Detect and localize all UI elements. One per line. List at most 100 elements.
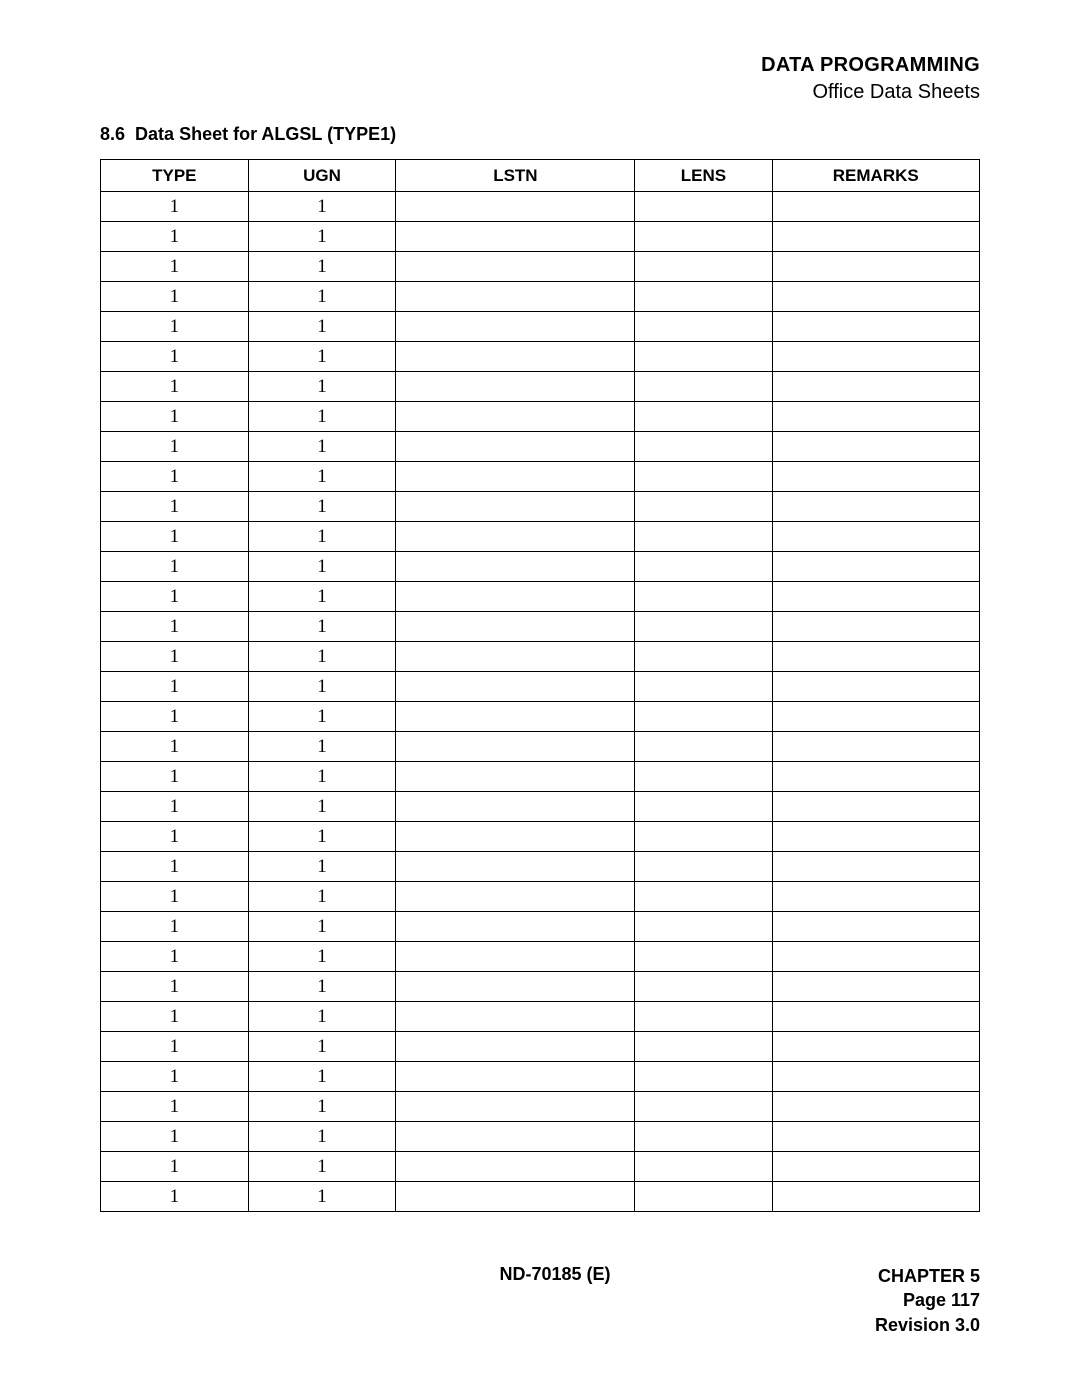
table-cell <box>772 972 979 1002</box>
table-cell <box>635 252 772 282</box>
table-cell: 1 <box>248 312 396 342</box>
table-cell <box>396 1122 635 1152</box>
table-cell <box>635 882 772 912</box>
table-cell <box>396 702 635 732</box>
table-cell: 1 <box>101 1032 249 1062</box>
table-cell <box>396 192 635 222</box>
table-cell <box>396 1002 635 1032</box>
table-cell: 1 <box>101 912 249 942</box>
table-cell <box>635 342 772 372</box>
table-body: 1111111111111111111111111111111111111111… <box>101 192 980 1212</box>
table-cell: 1 <box>248 1032 396 1062</box>
table-cell <box>772 852 979 882</box>
table-cell: 1 <box>101 372 249 402</box>
table-row: 11 <box>101 852 980 882</box>
table-cell: 1 <box>248 1182 396 1212</box>
table-cell: 1 <box>248 672 396 702</box>
table-row: 11 <box>101 762 980 792</box>
table-cell: 1 <box>101 312 249 342</box>
table-cell: 1 <box>248 732 396 762</box>
table-cell <box>772 552 979 582</box>
table-cell <box>772 1152 979 1182</box>
table-row: 11 <box>101 942 980 972</box>
table-cell <box>772 702 979 732</box>
table-cell <box>635 222 772 252</box>
table-cell <box>635 702 772 732</box>
table-row: 11 <box>101 972 980 1002</box>
table-cell <box>635 612 772 642</box>
table-cell <box>772 732 979 762</box>
table-cell <box>396 1182 635 1212</box>
table-cell: 1 <box>101 492 249 522</box>
table-cell: 1 <box>101 522 249 552</box>
section-heading: 8.6 Data Sheet for ALGSL (TYPE1) <box>100 124 980 145</box>
table-cell <box>396 372 635 402</box>
table-cell: 1 <box>248 492 396 522</box>
table-cell <box>635 852 772 882</box>
table-row: 11 <box>101 1182 980 1212</box>
table-cell <box>635 732 772 762</box>
table-cell: 1 <box>248 462 396 492</box>
col-type: TYPE <box>101 160 249 192</box>
table-cell <box>635 372 772 402</box>
table-cell <box>772 222 979 252</box>
table-cell: 1 <box>101 882 249 912</box>
table-cell <box>396 342 635 372</box>
table-cell: 1 <box>248 282 396 312</box>
table-cell <box>772 282 979 312</box>
page-footer: ND-70185 (E) CHAPTER 5 Page 117 Revision… <box>100 1264 980 1337</box>
table-cell: 1 <box>248 912 396 942</box>
table-cell <box>772 1122 979 1152</box>
table-cell <box>772 312 979 342</box>
table-cell: 1 <box>248 1152 396 1182</box>
table-cell: 1 <box>101 552 249 582</box>
table-cell: 1 <box>101 1092 249 1122</box>
table-cell <box>772 342 979 372</box>
table-cell <box>635 822 772 852</box>
table-row: 11 <box>101 822 980 852</box>
table-row: 11 <box>101 792 980 822</box>
table-cell: 1 <box>101 822 249 852</box>
table-cell <box>396 882 635 912</box>
table-cell <box>772 582 979 612</box>
table-cell: 1 <box>248 522 396 552</box>
table-row: 11 <box>101 462 980 492</box>
table-cell <box>635 402 772 432</box>
table-cell: 1 <box>101 1062 249 1092</box>
table-cell <box>635 972 772 1002</box>
table-cell: 1 <box>248 642 396 672</box>
table-cell <box>396 1062 635 1092</box>
table-cell <box>772 522 979 552</box>
table-cell <box>396 672 635 702</box>
table-cell: 1 <box>101 222 249 252</box>
table-cell: 1 <box>248 882 396 912</box>
table-row: 11 <box>101 732 980 762</box>
table-cell <box>635 1002 772 1032</box>
table-cell: 1 <box>248 1092 396 1122</box>
col-remarks: REMARKS <box>772 160 979 192</box>
table-row: 11 <box>101 1002 980 1032</box>
table-cell <box>396 612 635 642</box>
table-cell <box>635 942 772 972</box>
table-cell: 1 <box>248 432 396 462</box>
table-row: 11 <box>101 372 980 402</box>
table-row: 11 <box>101 492 980 522</box>
table-cell <box>396 912 635 942</box>
table-cell: 1 <box>248 1122 396 1152</box>
table-cell <box>772 432 979 462</box>
table-cell: 1 <box>101 1182 249 1212</box>
table-cell: 1 <box>101 762 249 792</box>
table-cell <box>635 672 772 702</box>
col-ugn: UGN <box>248 160 396 192</box>
table-row: 11 <box>101 312 980 342</box>
table-cell <box>635 1122 772 1152</box>
table-row: 11 <box>101 222 980 252</box>
table-cell <box>396 1032 635 1062</box>
table-cell <box>396 1152 635 1182</box>
table-cell: 1 <box>101 282 249 312</box>
table-row: 11 <box>101 1152 980 1182</box>
table-cell: 1 <box>248 972 396 1002</box>
table-cell <box>772 492 979 522</box>
table-cell <box>772 1032 979 1062</box>
table-cell <box>772 1002 979 1032</box>
